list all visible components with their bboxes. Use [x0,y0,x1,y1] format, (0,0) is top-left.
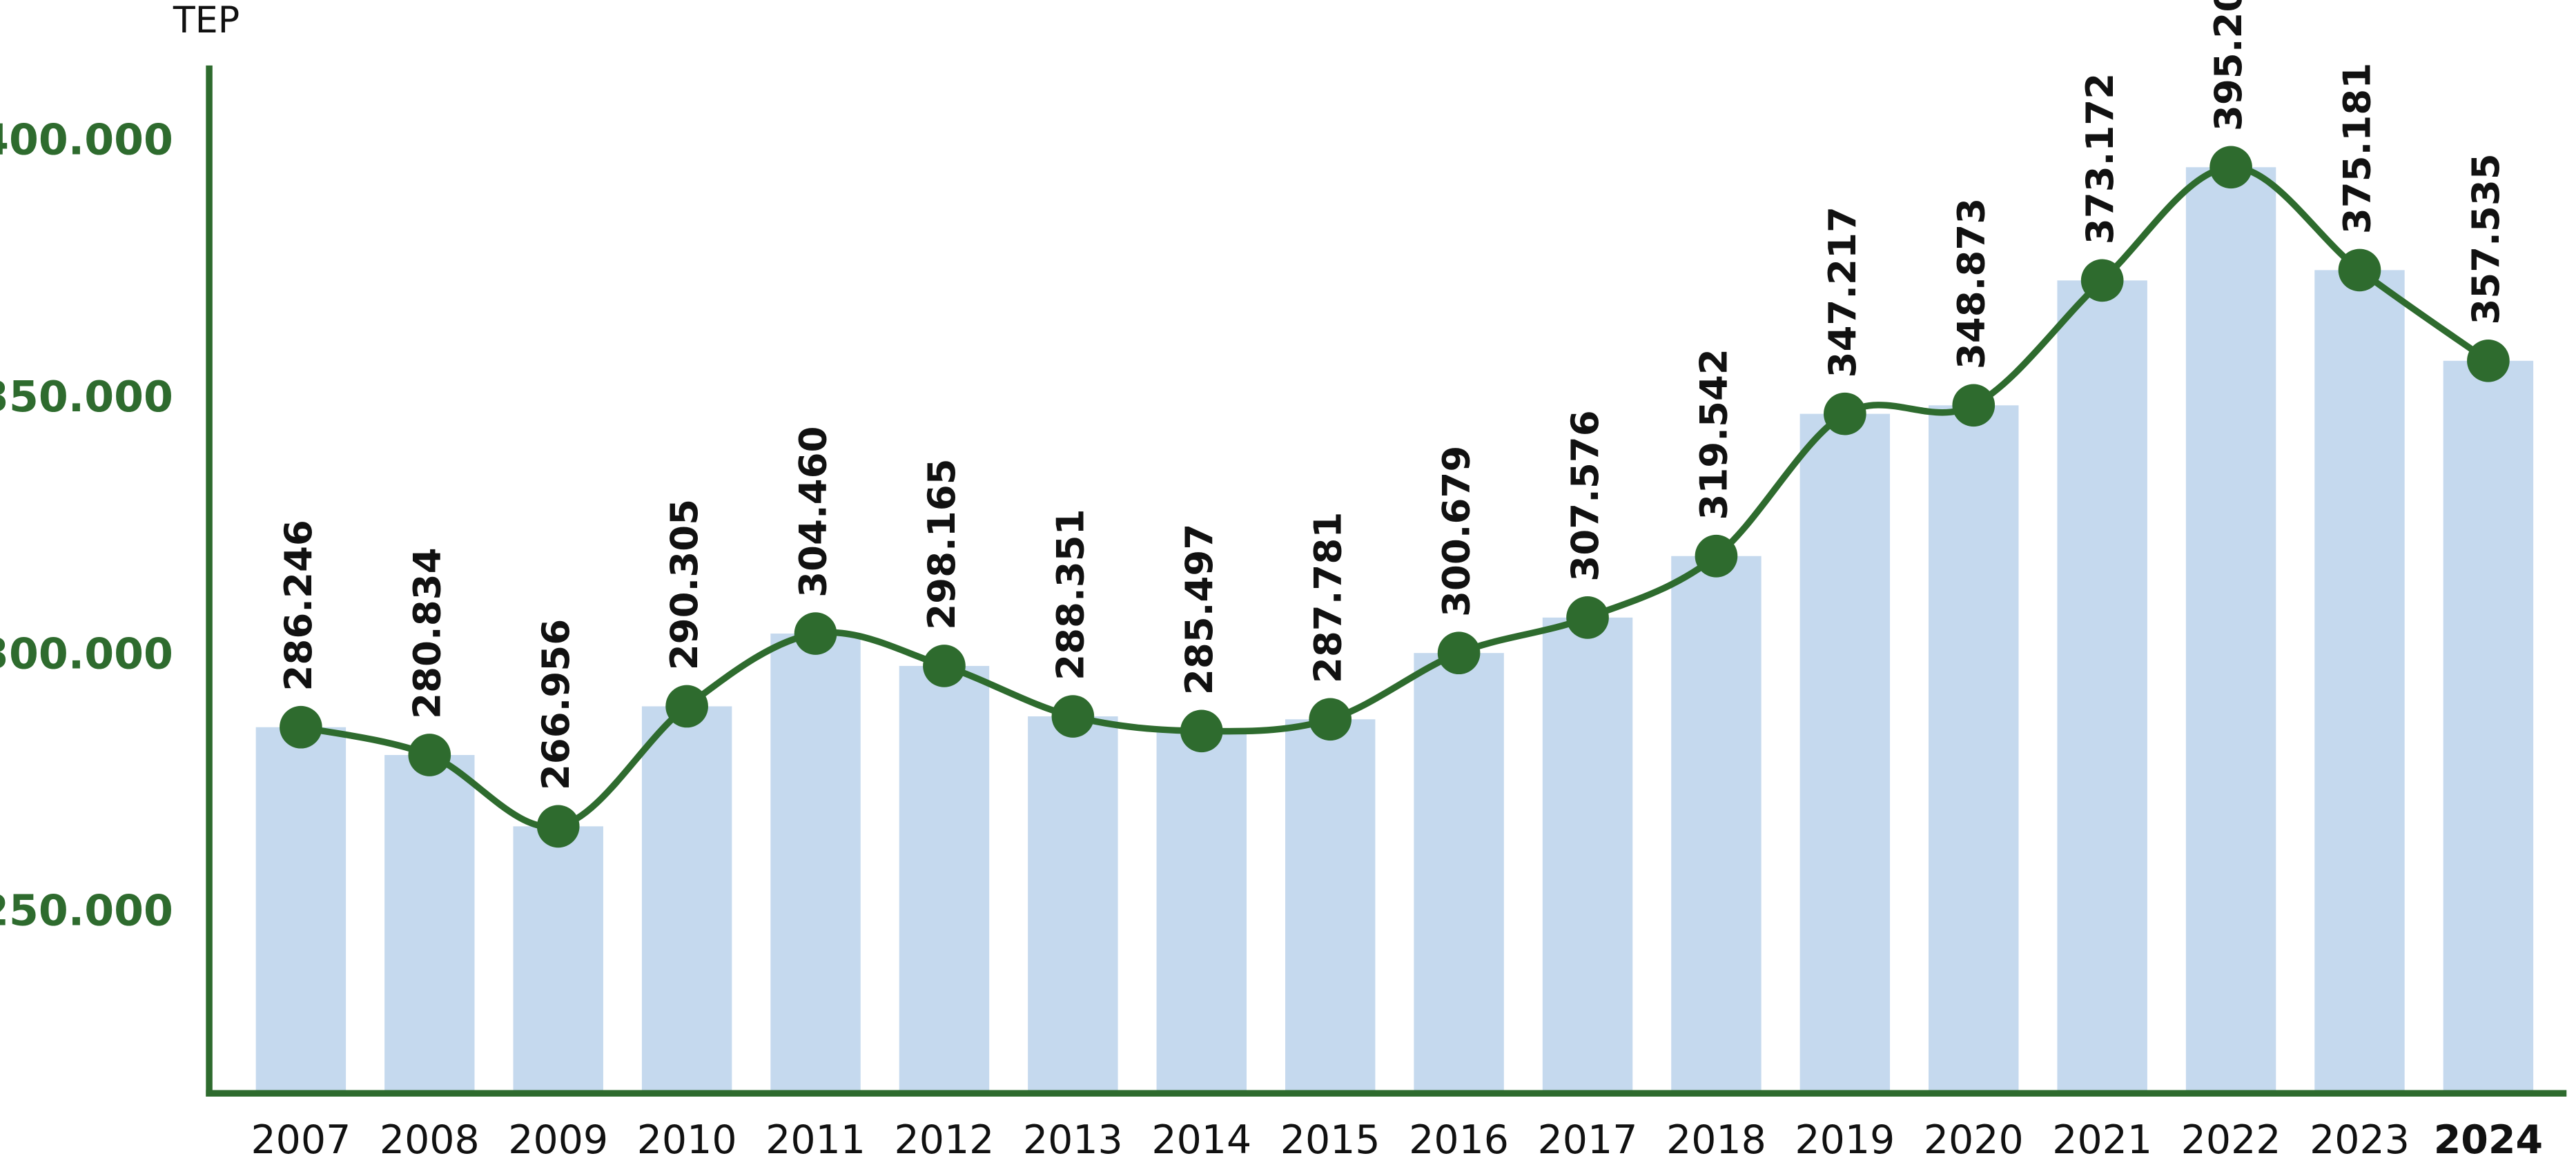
x-tick-label: 2024 [2434,1117,2543,1163]
point [1437,631,1481,675]
x-tick-label: 2017 [1538,1117,1638,1163]
point [280,705,322,749]
x-tick-label: 2022 [2181,1117,2281,1163]
x-tick-label: 2012 [895,1117,995,1163]
point [1952,384,1996,427]
bar [1028,716,1118,1094]
value-label: 286.246 [276,520,320,691]
bar [2314,270,2405,1094]
bar [899,665,990,1094]
point [2467,339,2510,382]
bar [1671,556,1762,1094]
value-label: 319.542 [1692,349,1736,520]
point [1051,695,1095,738]
x-tick-label: 2010 [637,1117,737,1163]
value-label: 307.576 [1563,410,1607,581]
bar [1414,653,1504,1094]
bar [1799,413,1891,1094]
point [794,612,837,655]
value-label: 373.172 [2078,73,2122,244]
value-label: 348.873 [1949,198,1993,369]
x-tick-label: 2014 [1151,1117,1251,1163]
x-tick-label: 2015 [1280,1117,1380,1163]
bar [1285,719,1376,1094]
x-tick-label: 2011 [765,1117,866,1163]
bar [255,727,347,1094]
bar [1156,731,1247,1094]
x-tick-label: 2021 [2052,1117,2152,1163]
x-tick-label: 2013 [1023,1117,1123,1163]
point [1180,709,1223,753]
y-tick-label: 250.000 [0,886,173,936]
value-label: 285.497 [1177,524,1221,695]
bar [384,755,475,1094]
value-label: 287.781 [1305,512,1349,683]
y-axis-label: TEP [173,0,240,41]
x-tick-label: 2023 [2310,1117,2410,1163]
point [923,645,966,687]
value-label: 266.956 [534,619,578,790]
value-label: 300.679 [1434,446,1479,617]
bar [2185,167,2276,1094]
bar [2443,360,2534,1094]
x-tick-label: 2009 [508,1117,608,1163]
value-label: 304.460 [791,426,835,598]
bar [1542,617,1633,1094]
point [1695,534,1738,578]
bar [641,706,732,1094]
bar [513,826,603,1094]
value-label: 298.165 [919,458,964,629]
x-tick-label: 2016 [1409,1117,1509,1163]
bar [1929,405,2019,1094]
bar [2057,280,2147,1094]
value-label: 280.834 [404,547,449,718]
point [1309,698,1352,741]
value-label: 347.217 [1820,206,1864,377]
value-label: 375.181 [2335,63,2379,234]
x-tick-label: 2019 [1795,1117,1895,1163]
bar [770,634,861,1094]
value-label: 290.305 [662,499,706,670]
trend-line [300,164,2490,831]
point [1824,392,1866,435]
point [408,734,451,776]
point [2080,259,2124,302]
point [665,685,708,728]
value-label: 288.351 [1048,509,1092,680]
y-tick-label: 400.000 [0,115,173,165]
point [536,805,580,848]
x-tick-label: 2018 [1666,1117,1766,1163]
x-tick-label: 2020 [1924,1117,2024,1163]
value-label: 357.535 [2463,153,2508,324]
y-tick-label: 350.000 [0,372,173,422]
point [2338,248,2381,292]
y-tick-label: 300.000 [0,629,173,678]
value-label: 395.202 [2206,0,2250,131]
x-tick-label: 2008 [380,1117,480,1163]
x-tick-label: 2007 [251,1117,351,1163]
point [2209,146,2252,189]
point [1566,596,1609,639]
